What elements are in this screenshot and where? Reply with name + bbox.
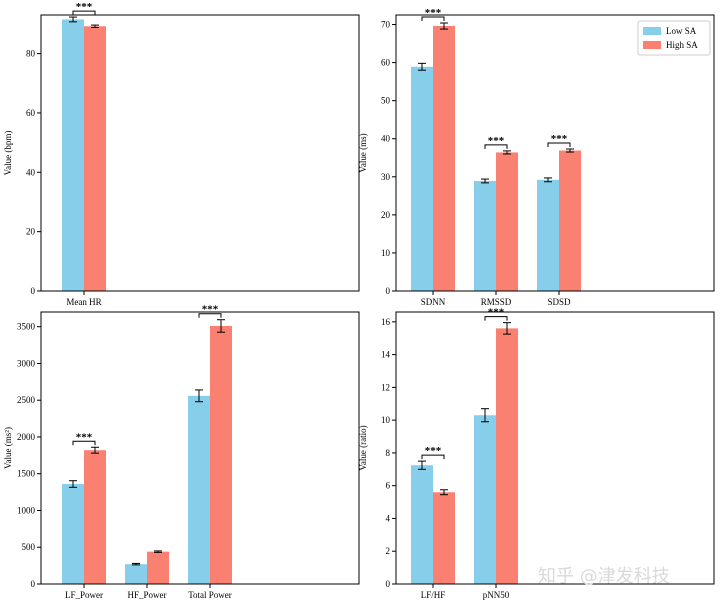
bar-high-sa — [147, 551, 169, 584]
significance-bracket — [421, 16, 445, 21]
legend-label: High SA — [666, 40, 698, 50]
x-tick-label: LF/HF — [421, 590, 446, 600]
axes-frame — [395, 14, 715, 292]
watermark-text: 知乎 @津发科技 — [538, 566, 670, 587]
significance-bracket — [484, 144, 508, 149]
y-tick-label: 3000 — [17, 358, 36, 368]
significance-bracket — [547, 142, 571, 148]
bar-high-sa — [210, 325, 232, 584]
chart-panel-4: 0 2 4 6 8 10 12 14 16 Value (ratio) *** LF/HF *** pNN… — [358, 307, 715, 600]
y-tick-label: 4 — [386, 513, 391, 523]
bar-high-sa — [496, 152, 518, 291]
y-tick-label: 0 — [386, 286, 391, 296]
x-tick-label: SDSD — [547, 297, 571, 307]
bar-high-sa — [433, 492, 455, 584]
significance-label: *** — [202, 304, 219, 316]
bar-low-sa — [62, 19, 84, 292]
y-tick-label: 2500 — [17, 395, 36, 405]
y-tick-label: 10 — [381, 415, 391, 425]
bar-high-sa — [496, 328, 518, 584]
x-tick-label: HF_Power — [127, 590, 166, 600]
y-tick-label: 6 — [386, 481, 391, 491]
y-tick-label: 12 — [381, 382, 390, 392]
legend-label: Low SA — [666, 26, 697, 36]
axes-frame — [395, 311, 715, 585]
y-tick-label: 16 — [381, 317, 391, 327]
y-tick-label: 1000 — [17, 505, 36, 515]
bar-low-sa — [474, 180, 496, 291]
x-tick-label: pNN50 — [483, 590, 510, 600]
significance-bracket — [421, 454, 445, 460]
axes-frame — [40, 311, 360, 585]
y-axis-label: Value (ms²) — [3, 427, 13, 469]
y-tick-label: 3500 — [17, 322, 36, 332]
bar-high-sa — [433, 26, 455, 291]
significance-label: *** — [76, 1, 93, 13]
bar-low-sa — [125, 564, 147, 584]
x-tick-label: SDNN — [421, 297, 446, 307]
y-tick-label: 30 — [381, 172, 391, 182]
bar-low-sa — [537, 179, 559, 291]
chart-panel-3: 0 500 1000 1500 2000 2500 3000 3500 Value (ms²) *… — [3, 304, 360, 600]
y-axis-label: Value (bpm) — [3, 131, 13, 176]
y-tick-label: 14 — [381, 350, 391, 360]
y-tick-label: 8 — [386, 448, 391, 458]
chart-panel-1: 0 20 40 60 80 Value (bpm) *** Mean HR — [3, 1, 360, 307]
significance-bracket — [72, 10, 96, 16]
bar-low-sa — [411, 66, 433, 291]
x-tick-label: LF_Power — [65, 590, 103, 600]
y-tick-label: 40 — [26, 167, 36, 177]
x-tick-label: Mean HR — [66, 297, 101, 307]
significance-bracket — [72, 440, 96, 446]
significance-label: *** — [425, 7, 442, 19]
significance-label: *** — [425, 445, 442, 457]
bar-high-sa — [84, 450, 106, 584]
y-tick-label: 50 — [381, 96, 391, 106]
y-tick-label: 2 — [386, 546, 391, 556]
legend: Low SA High SA — [637, 20, 711, 56]
x-tick-label: Total Power — [188, 590, 232, 600]
y-tick-label: 0 — [31, 286, 36, 296]
significance-bracket — [198, 313, 222, 318]
significance-label: *** — [76, 431, 93, 443]
y-tick-label: 20 — [26, 227, 36, 237]
y-tick-label: 80 — [26, 49, 36, 59]
significance-bracket — [484, 316, 508, 321]
y-tick-label: 500 — [22, 542, 36, 552]
x-tick-label: RMSSD — [481, 297, 512, 307]
y-tick-label: 60 — [26, 108, 36, 118]
bar-high-sa — [559, 150, 581, 291]
y-tick-label: 0 — [386, 579, 391, 589]
y-tick-label: 60 — [381, 58, 391, 68]
legend-swatch — [643, 41, 661, 49]
y-tick-label: 10 — [381, 248, 391, 258]
bar-low-sa — [188, 395, 210, 584]
legend-swatch — [643, 27, 661, 35]
y-tick-label: 40 — [381, 134, 391, 144]
y-axis-label: Value (ratio) — [358, 425, 368, 470]
significance-label: *** — [488, 135, 505, 147]
y-tick-label: 70 — [381, 20, 391, 30]
axes-frame — [40, 14, 360, 292]
bar-high-sa — [84, 26, 106, 292]
significance-label: *** — [551, 133, 568, 145]
y-tick-label: 2000 — [17, 432, 36, 442]
y-tick-label: 0 — [31, 579, 36, 589]
significance-label: *** — [488, 307, 505, 319]
bar-low-sa — [62, 484, 84, 584]
chart-panel-2: 0 10 20 30 40 50 60 70 Value (ms) *** SDNN *** RMSSD… — [358, 7, 715, 307]
bar-low-sa — [474, 415, 496, 584]
y-tick-label: 1500 — [17, 469, 36, 479]
y-axis-label: Value (ms) — [358, 133, 368, 172]
y-tick-label: 20 — [381, 210, 391, 220]
bar-low-sa — [411, 465, 433, 584]
